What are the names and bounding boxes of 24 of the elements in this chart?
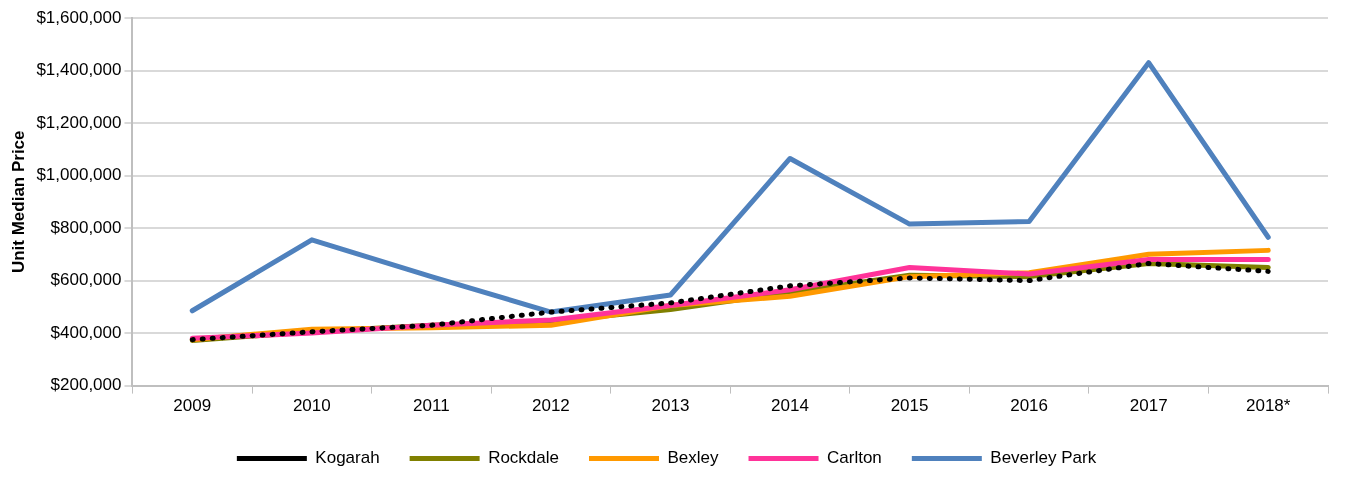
x-tick-label: 2012 (532, 396, 570, 416)
x-tick-label: 2014 (771, 396, 809, 416)
y-tick-label: $600,000 (50, 270, 122, 290)
y-tick-label: $1,000,000 (36, 165, 122, 185)
x-tick-label: 2018* (1246, 396, 1291, 416)
y-tick-label: $200,000 (50, 375, 122, 395)
x-tick-label: 2015 (890, 396, 929, 416)
legend-label: Beverley Park (990, 448, 1097, 468)
y-tick-label: $1,200,000 (36, 112, 122, 132)
legend-label: Bexley (667, 448, 720, 468)
x-tick-label: 2017 (1129, 396, 1168, 416)
legend-label: Kogarah (315, 448, 380, 468)
x-tick-label: 2016 (1010, 396, 1049, 416)
y-tick-label: $1,400,000 (36, 60, 122, 80)
y-axis-title: Unit Median Price (8, 130, 28, 274)
x-tick-label: 2010 (292, 396, 331, 416)
x-tick-label: 2009 (173, 396, 212, 416)
y-tick-label: $400,000 (50, 322, 122, 342)
x-tick-label: 2013 (651, 396, 690, 416)
legend-label: Rockdale (488, 448, 559, 468)
legend-label: Carlton (827, 448, 882, 468)
x-tick-label: 2011 (413, 396, 450, 416)
y-tick-label: $800,000 (50, 217, 122, 237)
y-tick-label: $1,600,000 (36, 7, 122, 27)
